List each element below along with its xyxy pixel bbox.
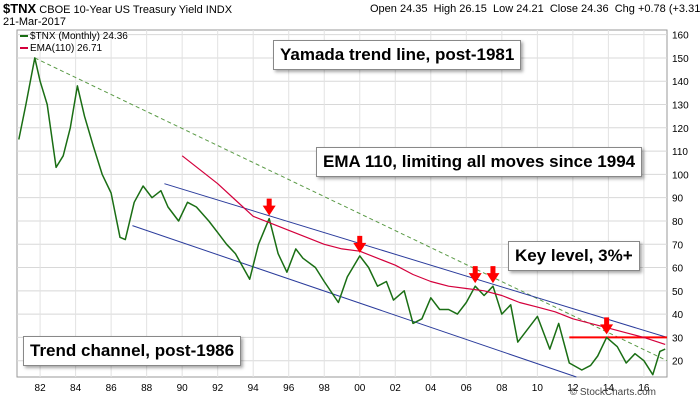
y-tick-labels: 20 30 40 50 60 70 80 90 100 110 120 130 140 150 160: [672, 31, 689, 368]
x-tick-label: 16: [638, 383, 650, 394]
x-tick-label: 04: [425, 383, 437, 394]
y-tick-label: 140: [672, 77, 689, 88]
x-tick-label: 84: [70, 383, 82, 394]
header-title: $TNX CBOE 10-Year US Treasury Yield INDX: [3, 1, 232, 16]
x-tick-label: 90: [177, 383, 189, 394]
y-tick-label: 150: [672, 54, 689, 65]
y-tick-label: 30: [672, 333, 684, 344]
plot-area: [16, 29, 668, 378]
open-value: Open 24.35: [370, 3, 428, 15]
x-tick-label: 02: [390, 383, 402, 394]
header-date: 21-Mar-2017: [3, 16, 66, 28]
trend-channel-lower-line: [132, 225, 577, 378]
y-tick-label: 100: [672, 170, 689, 181]
y-tick-label: 110: [672, 147, 688, 158]
down-arrow-icon: [262, 198, 276, 216]
price-line: [18, 57, 666, 376]
x-tick-label: 06: [461, 383, 473, 394]
x-tick-label: 96: [283, 383, 295, 394]
trend-channel-upper-line: [164, 183, 668, 338]
close-value: Close 24.36: [549, 3, 609, 15]
down-arrow-icon: [600, 317, 614, 335]
yamada-trend-line-line: [34, 57, 668, 362]
legend-price: $TNX (Monthly) 24.36: [20, 31, 128, 43]
legend-ema-swatch: [20, 47, 28, 50]
legend-ema: EMA(110) 26.71: [20, 43, 128, 55]
header-ohlc: Open 24.35 High 26.15 Low 24.21 Close 24…: [370, 3, 700, 15]
x-tick-label: 08: [496, 383, 508, 394]
x-tick-label: 00: [354, 383, 366, 394]
copyright: © StockCharts.com: [569, 387, 656, 398]
x-tick-label: 92: [212, 383, 224, 394]
symbol: $TNX: [3, 1, 37, 16]
x-tick-label: 98: [319, 383, 331, 394]
annotation-channel: Trend channel, post-1986: [23, 336, 242, 366]
annotation-key-level: Key level, 3%+: [508, 241, 640, 271]
down-arrow-icon: [353, 235, 367, 253]
x-tick-label: 94: [248, 383, 260, 394]
high-value: High 26.15: [433, 3, 487, 15]
x-tick-label: 10: [532, 383, 544, 394]
resistance-arrows: [262, 198, 614, 335]
change-value: Chg +0.78 (+3.31%): [614, 3, 700, 15]
instrument-name: CBOE 10-Year US Treasury Yield INDX: [39, 4, 233, 16]
y-tick-label: 40: [672, 310, 684, 321]
legend: $TNX (Monthly) 24.36 EMA(110) 26.71: [20, 31, 128, 55]
series-lines: [18, 57, 666, 376]
y-tick-label: 160: [672, 31, 689, 42]
y-tick-label: 20: [672, 357, 684, 368]
ema-line: [181, 155, 666, 345]
down-arrow-icon: [468, 266, 482, 284]
x-tick-label: 88: [141, 383, 153, 394]
down-arrow-icon: [486, 266, 500, 284]
x-tick-label: 12: [567, 383, 579, 394]
trend-lines: [34, 57, 668, 378]
low-value: Low 24.21: [492, 3, 544, 15]
annotation-ema: EMA 110, limiting all moves since 1994: [316, 147, 643, 177]
x-tick-labels: 82 84 86 88 90 92 94 96 98 00 02 04 06 08 10 12 14 16: [35, 383, 650, 394]
y-tick-label: 70: [672, 240, 684, 251]
x-tick-label: 86: [106, 383, 118, 394]
y-tick-label: 60: [672, 264, 684, 275]
annotation-yamada: Yamada trend line, post-1981: [273, 40, 522, 70]
y-tick-label: 90: [672, 194, 684, 205]
y-tick-label: 130: [672, 101, 689, 112]
y-tick-label: 50: [672, 287, 684, 298]
y-tick-label: 80: [672, 217, 684, 228]
y-tick-label: 120: [672, 124, 689, 135]
x-tick-label: 82: [35, 383, 47, 394]
legend-price-swatch: [20, 35, 28, 38]
x-tick-label: 14: [603, 383, 615, 394]
